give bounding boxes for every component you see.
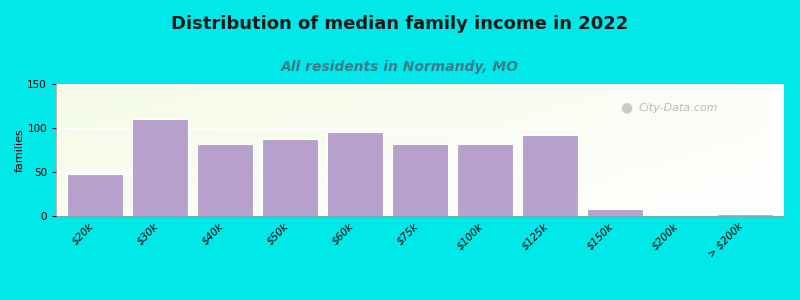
Text: Distribution of median family income in 2022: Distribution of median family income in … <box>171 15 629 33</box>
Text: City-Data.com: City-Data.com <box>638 103 718 113</box>
Bar <box>132 119 188 216</box>
Text: All residents in Normandy, MO: All residents in Normandy, MO <box>281 60 519 74</box>
Y-axis label: families: families <box>14 128 25 172</box>
Text: ●: ● <box>620 101 632 115</box>
Bar <box>198 144 253 216</box>
Bar <box>522 135 578 216</box>
Bar <box>327 131 382 216</box>
Bar <box>262 139 318 216</box>
Bar <box>718 214 773 216</box>
Bar <box>392 144 448 216</box>
Bar <box>67 174 122 216</box>
Bar <box>458 144 513 216</box>
Bar <box>587 209 642 216</box>
